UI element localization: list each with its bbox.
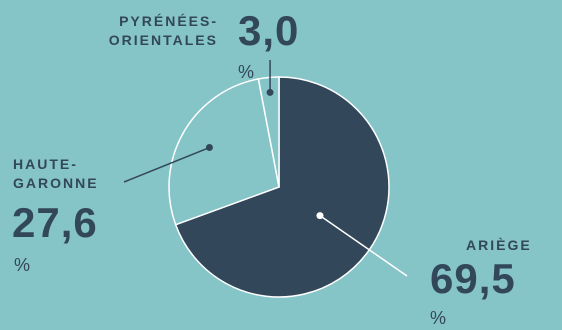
leader-dot-pyrenees-orientales [266, 88, 274, 96]
slice-unit-pyrenees-orientales: % [238, 62, 255, 82]
slice-label-ariege: ARIÈGE [466, 237, 532, 253]
slice-label-haute-garonne: HAUTE- GARONNE [13, 155, 99, 193]
slice-unit-haute-garonne: % [14, 255, 31, 275]
slice-label-haute-garonne-line1: HAUTE- [13, 156, 78, 172]
slice-label-pyrenees-line1: PYRÉNÉES- [119, 13, 218, 29]
slice-label-pyrenees-orientales: PYRÉNÉES- ORIENTALES [96, 12, 218, 50]
slice-unit-ariege: % [430, 308, 447, 328]
leader-dot-ariege [316, 212, 324, 220]
slice-label-haute-garonne-line2: GARONNE [13, 175, 99, 191]
leader-dot-haute-garonne [205, 144, 213, 152]
slice-value-pyrenees-orientales: 3,0 [238, 7, 300, 54]
leader-line-haute-garonne [123, 146, 210, 183]
leader-line-ariege [319, 215, 408, 277]
slice-value-haute-garonne: 27,6 [12, 199, 98, 246]
pie-slice-pyrenees-orientales [257, 76, 280, 188]
slice-value-ariege: 69,5 [430, 255, 516, 302]
slice-label-pyrenees-line2: ORIENTALES [108, 32, 218, 48]
pie-slice-haute-garonne [168, 78, 280, 226]
